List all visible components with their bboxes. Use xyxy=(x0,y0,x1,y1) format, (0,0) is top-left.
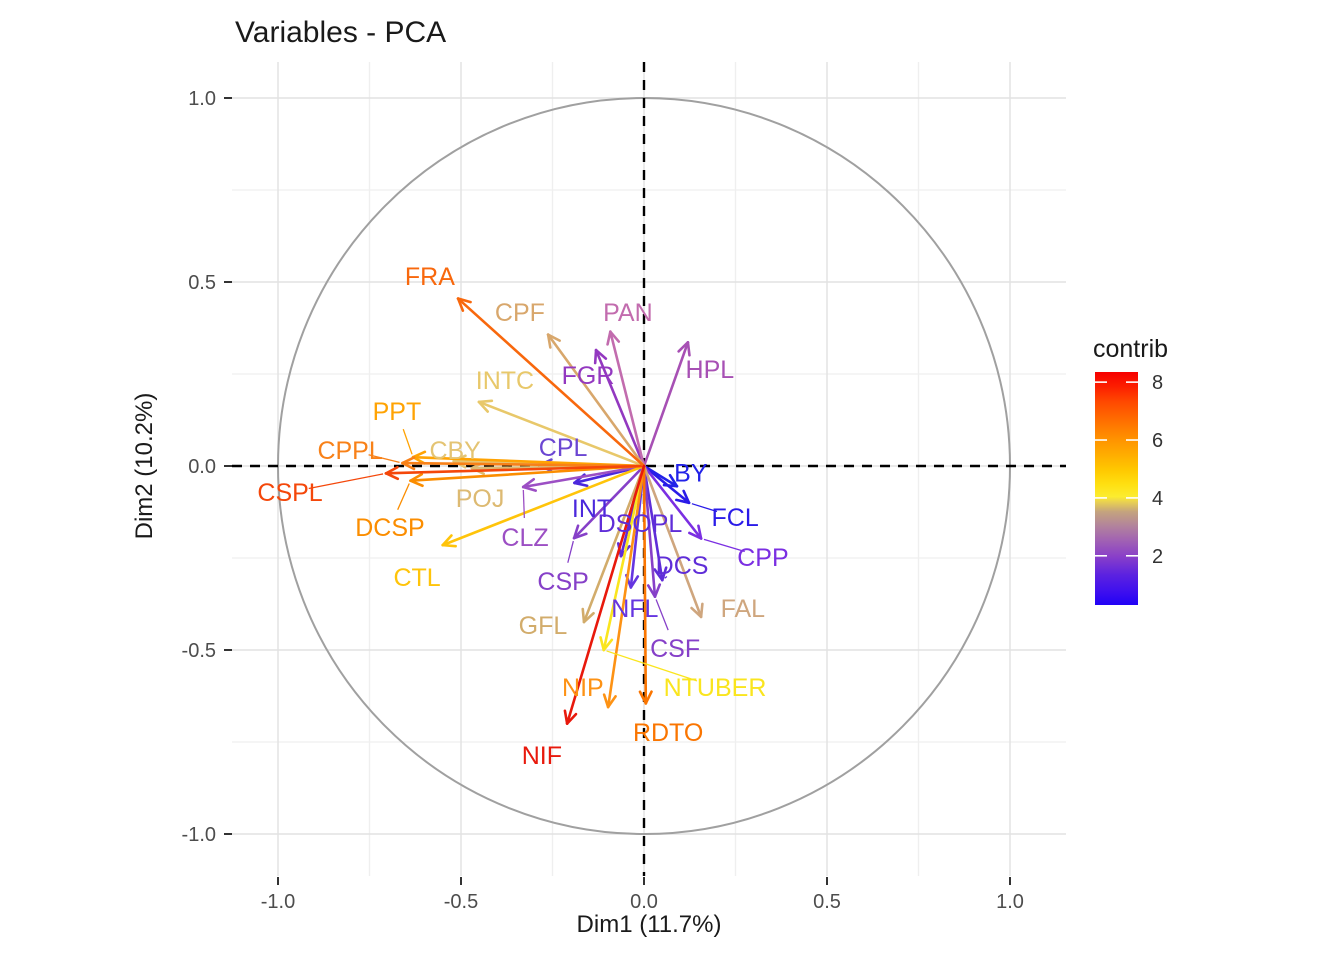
arrow-DCS xyxy=(642,464,668,582)
arrow-FGR xyxy=(593,348,646,468)
var-label-CSP: CSP xyxy=(537,568,588,596)
arrow-FRA xyxy=(456,297,646,468)
arrow-CPF xyxy=(546,333,646,468)
connector-DCSP xyxy=(397,483,410,510)
variable-arrows xyxy=(384,297,704,725)
connector-DCS xyxy=(664,576,668,579)
axis-dashed-lines xyxy=(232,62,1066,876)
y-tick-label: 0.5 xyxy=(188,272,216,294)
var-label-INTC: INTC xyxy=(476,367,534,395)
legend-tick-label: 6 xyxy=(1152,430,1163,452)
label-connectors xyxy=(308,428,745,682)
x-tick-label: 0.5 xyxy=(813,891,841,913)
var-label-CBY: CBY xyxy=(429,437,481,465)
arrow-GFL xyxy=(581,464,646,624)
var-label-DCS: DCS xyxy=(656,552,709,580)
connector-CSP xyxy=(567,540,574,563)
arrow-FAL xyxy=(642,464,704,619)
connector-CPPL xyxy=(368,454,400,463)
connector-FCL xyxy=(691,503,718,513)
x-tick-label: -1.0 xyxy=(261,891,295,913)
x-tick-label: -0.5 xyxy=(444,891,478,913)
var-label-PPT: PPT xyxy=(373,398,422,426)
var-label-PAN: PAN xyxy=(603,299,653,327)
var-label-NIF: NIF xyxy=(522,742,562,770)
var-label-CTL: CTL xyxy=(393,564,440,592)
arrow-NIF xyxy=(563,464,646,725)
x-tick-label: 0.0 xyxy=(630,891,658,913)
var-label-GFL: GFL xyxy=(519,612,568,640)
plot-title: Variables - PCA xyxy=(235,16,446,49)
connector-CSF xyxy=(655,599,669,631)
var-label-FCL: FCL xyxy=(712,504,759,532)
arrow-CTL xyxy=(441,464,646,548)
arrow-PAN xyxy=(606,330,646,468)
arrow-NTUBER xyxy=(599,464,646,652)
arrow-CSP xyxy=(572,464,646,540)
connector-CLZ xyxy=(522,489,526,519)
legend-tick-label: 2 xyxy=(1152,546,1163,568)
var-label-CSF: CSF xyxy=(650,635,700,663)
arrow-CSF xyxy=(642,464,662,598)
y-tick-label: -0.5 xyxy=(182,640,216,662)
connector-CPP xyxy=(703,538,745,553)
arrow-CPP xyxy=(642,464,703,540)
y-tick-label: -1.0 xyxy=(182,824,216,846)
arrow-CSPL xyxy=(384,464,646,481)
y-tick-label: 0.0 xyxy=(188,456,216,478)
arrow-CPPL xyxy=(401,456,646,471)
var-label-FGR: FGR xyxy=(562,362,615,390)
arrow-HPL xyxy=(642,341,691,468)
x-axis-title: Dim1 (11.7%) xyxy=(577,911,722,938)
var-label-CSPL: CSPL xyxy=(257,479,322,507)
var-label-CPP: CPP xyxy=(737,544,788,572)
axes: -1.0 -0.5 0.0 0.5 1.0 1.0 0.5 0.0 -0.5 -1.0 Dim1 (… xyxy=(131,88,1024,938)
var-label-RDTO: RDTO xyxy=(633,719,703,747)
y-axis-title: Dim2 (10.2%) xyxy=(131,393,158,540)
y-tick-label: 1.0 xyxy=(188,88,216,110)
var-label-DCSP: DCSP xyxy=(355,514,424,542)
var-label-HPL: HPL xyxy=(686,356,735,384)
var-label-NIP: NIP xyxy=(562,674,604,702)
var-label-NTUBER: NTUBER xyxy=(664,674,767,702)
var-label-CPF: CPF xyxy=(495,299,545,327)
var-label-CPPL: CPPL xyxy=(317,437,382,465)
arrow-INTC xyxy=(477,399,646,468)
arrow-DCSP xyxy=(409,464,646,488)
var-label-CPL: CPL xyxy=(539,434,588,462)
var-label-POJ: POJ xyxy=(456,485,505,513)
legend-tick-label: 4 xyxy=(1152,488,1163,510)
var-label-BY: BY xyxy=(674,460,708,488)
var-label-CLZ: CLZ xyxy=(501,524,548,552)
var-label-INT: INT xyxy=(572,495,612,523)
arrow-FCL xyxy=(642,464,691,505)
legend-contrib: contrib 8 6 4 2 xyxy=(1093,335,1168,605)
connector-CSPL xyxy=(308,473,384,490)
legend-title: contrib xyxy=(1093,335,1168,363)
legend-colorbar xyxy=(1095,372,1138,605)
var-label-FAL: FAL xyxy=(721,595,766,623)
var-label-NFL: NFL xyxy=(611,595,658,623)
arrow-CLZ xyxy=(521,464,646,492)
arrow-NIP xyxy=(602,464,646,709)
connector-NTUBER xyxy=(606,650,698,682)
x-tick-label: 1.0 xyxy=(996,891,1024,913)
legend-tick-label: 8 xyxy=(1152,372,1163,394)
var-label-FRA: FRA xyxy=(405,263,455,291)
connector-PPT xyxy=(402,428,413,455)
var-label-DSOPL: DSOPL xyxy=(598,510,683,538)
